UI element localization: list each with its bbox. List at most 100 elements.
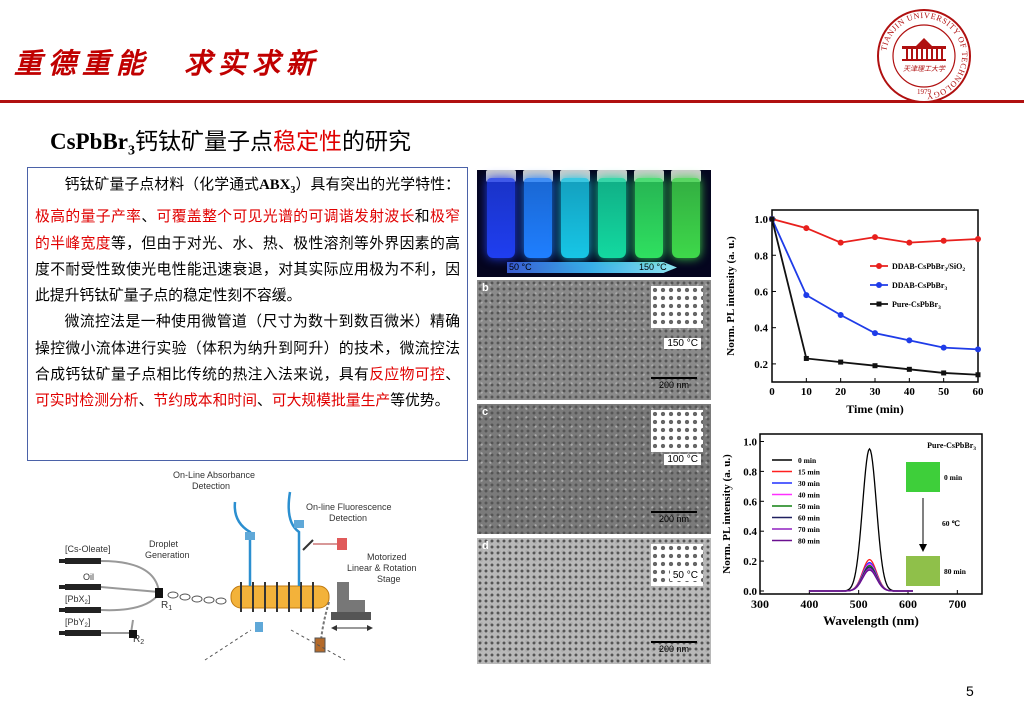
university-logo: TIANJIN UNIVERSITY OF TECHNOLOGY 天津理工大学 … bbox=[877, 9, 971, 103]
data-point bbox=[975, 346, 981, 353]
inset-label-mid: 60 ℃ bbox=[942, 519, 960, 528]
data-point bbox=[803, 225, 810, 232]
legend-label: 70 min bbox=[798, 525, 821, 534]
vial-2 bbox=[561, 178, 589, 258]
data-point bbox=[906, 366, 912, 372]
y-tick-label: 0.6 bbox=[743, 496, 757, 508]
data-point bbox=[803, 355, 809, 361]
photo-temp-right: 150 °C bbox=[639, 262, 667, 272]
legend-label: 40 min bbox=[798, 491, 821, 500]
inset-label-bottom: 80 min bbox=[944, 567, 967, 576]
data-point bbox=[941, 370, 947, 376]
y-tick-label: 1.0 bbox=[743, 436, 757, 448]
legend-label: 50 min bbox=[798, 502, 821, 511]
building-icon bbox=[902, 38, 946, 61]
x-tick-label: 300 bbox=[751, 597, 769, 611]
x-tick-label: 20 bbox=[835, 386, 847, 398]
vial-3 bbox=[598, 178, 626, 258]
x-tick-label: 700 bbox=[948, 597, 966, 611]
tem-panel-b: b 150 °C 200 nm bbox=[477, 280, 711, 400]
data-point bbox=[837, 239, 844, 246]
stability-chart: 0 10 20 30 40 50 60 0.2 0.4 0.6 0.8 1.0 Time (min) No… bbox=[725, 209, 984, 416]
legend-label: 15 min bbox=[798, 468, 821, 477]
x-tick-label: 50 bbox=[938, 386, 950, 398]
y-tick-label: 0.8 bbox=[743, 466, 757, 478]
data-point bbox=[872, 330, 878, 337]
tem-panel-c: c 100 °C 200 nm bbox=[477, 404, 711, 534]
x-tick-label: 600 bbox=[899, 597, 917, 611]
legend-label: DDAB-CsPbBr3/SiO2 bbox=[892, 262, 965, 273]
svg-text:Generation: Generation bbox=[145, 550, 190, 560]
y-tick-label: 0.2 bbox=[754, 359, 768, 371]
header-divider bbox=[0, 100, 1024, 103]
svg-text:Motorized: Motorized bbox=[367, 552, 407, 562]
data-point bbox=[906, 239, 913, 246]
svg-text:R2: R2 bbox=[133, 634, 144, 646]
svg-text:[PbX2]: [PbX2] bbox=[65, 594, 90, 606]
vial-5 bbox=[672, 178, 700, 258]
y-tick-label: 1.0 bbox=[754, 214, 768, 226]
tem-panel-d: d 50 °C 200 nm bbox=[477, 538, 711, 664]
svg-text:[Cs-Oleate]: [Cs-Oleate] bbox=[65, 544, 111, 554]
x-tick-label: 30 bbox=[870, 386, 882, 398]
legend-marker bbox=[876, 263, 882, 269]
spectrum-line-0 bbox=[809, 447, 913, 592]
x-tick-label: 40 bbox=[904, 386, 916, 398]
lattice-inset bbox=[651, 286, 703, 328]
microfluidic-diagram: On-Line Absorbance Detection On-line Flu… bbox=[59, 470, 417, 661]
svg-text:R1: R1 bbox=[161, 600, 172, 612]
legend-marker bbox=[876, 282, 882, 288]
plot-frame bbox=[759, 433, 983, 595]
title-highlight: 稳定性 bbox=[272, 129, 342, 155]
paragraph-1: 钙钛矿量子点材料（化学通式ABX3）具有突出的光学特性：极高的量子产率、可覆盖整… bbox=[35, 176, 460, 305]
x-axis-label: Time (min) bbox=[846, 402, 903, 416]
photo-temp-left: 50 °C bbox=[509, 262, 532, 272]
vial-1 bbox=[524, 178, 552, 258]
data-point bbox=[837, 312, 844, 319]
svg-text:Droplet: Droplet bbox=[149, 539, 179, 549]
logo-year: 1979 bbox=[917, 88, 932, 96]
temperature-arrow bbox=[507, 262, 677, 273]
series-line-2 bbox=[771, 218, 979, 376]
slide-title: CsPbBr3钙钛矿量子点稳定性的研究 bbox=[50, 129, 411, 159]
chart-title: Pure-CsPbBr3 bbox=[927, 441, 976, 452]
vials-photo: 50 °C 150 °C bbox=[477, 170, 711, 277]
legend-marker bbox=[876, 301, 882, 307]
data-point bbox=[872, 234, 878, 241]
y-tick-label: 0.2 bbox=[743, 556, 757, 568]
svg-text:[PbY2]: [PbY2] bbox=[65, 617, 90, 629]
logo-chinese-name: 天津理工大学 bbox=[903, 65, 946, 73]
vial-0 bbox=[487, 178, 515, 258]
y-tick-label: 0.4 bbox=[743, 526, 757, 538]
data-point bbox=[975, 235, 981, 242]
syringe-icons bbox=[59, 558, 101, 636]
svg-text:On-line Fluorescence: On-line Fluorescence bbox=[306, 502, 392, 512]
y-tick-label: 0.0 bbox=[743, 586, 757, 598]
y-tick-label: 0.4 bbox=[754, 323, 768, 335]
data-point bbox=[872, 363, 878, 369]
data-point bbox=[975, 372, 981, 378]
inset-arrow-head bbox=[919, 544, 927, 552]
data-point bbox=[769, 216, 775, 222]
data-point bbox=[838, 359, 844, 365]
y-tick-label: 0.8 bbox=[754, 250, 768, 262]
inset-photo-bottom bbox=[906, 556, 940, 586]
paragraph-2: 微流控法是一种使用微管道（尺寸为数十到数百微米）精确操控微小流体进行实验（体积为… bbox=[35, 313, 460, 410]
data-point bbox=[803, 292, 810, 299]
x-tick-label: 0 bbox=[769, 386, 775, 398]
data-point bbox=[940, 237, 947, 244]
x-tick-label: 500 bbox=[850, 597, 868, 611]
description-box: 钙钛矿量子点材料（化学通式ABX3）具有突出的光学特性：极高的量子产率、可覆盖整… bbox=[27, 167, 468, 461]
motto-text: 重德重能 求实求新 bbox=[14, 47, 321, 80]
x-tick-label: 10 bbox=[801, 386, 813, 398]
inset-label-top: 0 min bbox=[944, 473, 963, 482]
y-axis-label: Norm. PL intensity (a. u.) bbox=[721, 454, 733, 574]
svg-text:On-Line Absorbance: On-Line Absorbance bbox=[173, 470, 255, 480]
svg-text:Detection: Detection bbox=[329, 513, 367, 523]
x-axis-label: Wavelength (nm) bbox=[823, 613, 919, 628]
svg-text:Oil: Oil bbox=[83, 572, 94, 582]
legend-label: Pure-CsPbBr3 bbox=[892, 300, 941, 311]
legend-label: 0 min bbox=[798, 456, 817, 465]
svg-text:Linear & Rotation: Linear & Rotation bbox=[347, 563, 417, 573]
y-tick-label: 0.6 bbox=[754, 286, 768, 298]
